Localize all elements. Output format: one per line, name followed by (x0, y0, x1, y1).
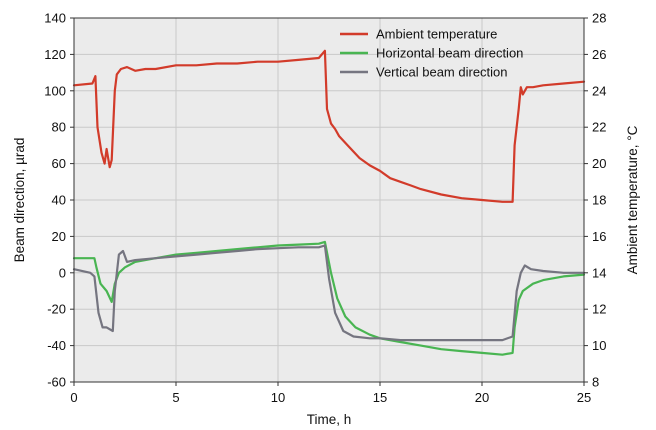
legend: Ambient temperature Horizontal beam direc… (340, 27, 523, 80)
y-left-tick-label: 40 (52, 193, 66, 208)
y-right-tick-label: 26 (592, 47, 606, 62)
y-right-tick-label: 14 (592, 265, 606, 280)
y-left-tick-label: 100 (44, 83, 66, 98)
grid (74, 18, 584, 382)
legend-label: Ambient temperature (376, 27, 497, 42)
y-right-tick-label: 22 (592, 120, 606, 135)
y-left-tick-label: 60 (52, 156, 66, 171)
series-line-horizontal-beam-direction (72, 240, 586, 356)
y-left-tick-label: -40 (47, 338, 66, 353)
y-right-tick-label: 10 (592, 338, 606, 353)
y-left-tick-label: -60 (47, 375, 66, 390)
x-tick-label: 25 (577, 390, 591, 405)
y-left-tick-label: 140 (44, 11, 66, 26)
series-line-vertical-beam-direction (72, 244, 586, 342)
x-tick-label: 20 (475, 390, 489, 405)
x-tick-label: 10 (271, 390, 285, 405)
legend-label: Horizontal beam direction (376, 46, 523, 61)
y-right-tick-label: 8 (592, 375, 599, 390)
y-right-tick-label: 16 (592, 229, 606, 244)
series-layer (72, 49, 586, 356)
y-right-tick-label: 24 (592, 83, 606, 98)
y-right-tick-label: 20 (592, 156, 606, 171)
series-line-ambient-temperature (72, 49, 586, 203)
y-axis-left-title: Beam direction, µrad (12, 138, 27, 263)
ticks: 0 5 10 15 20 25 -60 -40 -20 0 20 40 60 80 100 120 140 8 10… (44, 11, 606, 406)
y-axis-right-title: Ambient temperature, °C (625, 125, 640, 274)
y-right-tick-label: 28 (592, 11, 606, 26)
y-left-tick-label: 20 (52, 229, 66, 244)
y-right-tick-label: 12 (592, 302, 606, 317)
y-left-tick-label: 80 (52, 120, 66, 135)
legend-label: Vertical beam direction (376, 65, 508, 80)
y-left-tick-label: 120 (44, 47, 66, 62)
x-tick-label: 0 (70, 390, 77, 405)
y-left-tick-label: -20 (47, 302, 66, 317)
y-right-tick-label: 18 (592, 193, 606, 208)
x-tick-label: 5 (172, 390, 179, 405)
x-axis-title: Time, h (307, 412, 352, 427)
y-left-tick-label: 0 (59, 265, 66, 280)
x-tick-label: 15 (373, 390, 387, 405)
